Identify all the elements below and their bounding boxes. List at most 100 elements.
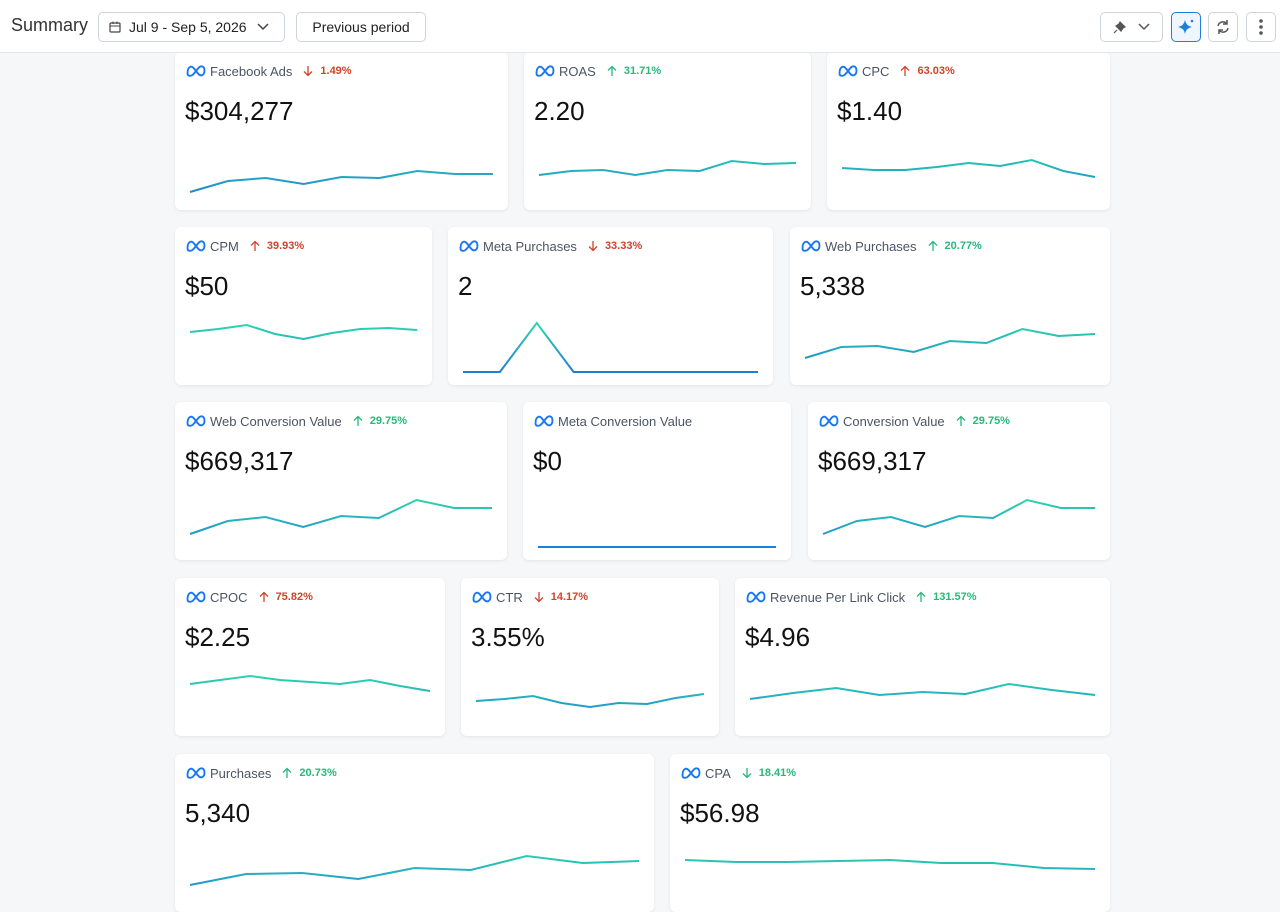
sparkline (804, 327, 1096, 359)
meta-logo (681, 767, 701, 779)
metric-title: Revenue Per Link Click (770, 589, 906, 605)
meta-icon (746, 591, 766, 603)
change-indicator: 75.82% (254, 591, 313, 603)
metric-title: Facebook Ads (210, 63, 293, 79)
sparkline (189, 169, 493, 193)
change-value: 131.57% (933, 591, 977, 603)
metric-title: Meta Purchases (483, 238, 577, 254)
change-indicator: 1.49% (298, 65, 352, 77)
sparkline-line (189, 854, 640, 886)
meta-icon (534, 415, 554, 427)
change-indicator: 20.77% (923, 240, 982, 252)
metric-title: Web Conversion Value (210, 413, 342, 429)
date-range-button[interactable]: Jul 9 - Sep 5, 2026 (98, 12, 285, 42)
meta-logo (186, 415, 206, 427)
change-value: 1.49% (320, 65, 352, 77)
sparkline (684, 858, 1096, 870)
ai-button[interactable] (1171, 12, 1201, 42)
metric-card: CPA 18.41% $56.98 (670, 754, 1110, 912)
arrow-path (250, 240, 260, 251)
metric-value: 5,340 (185, 798, 251, 828)
metric-title: Conversion Value (843, 413, 945, 429)
card-header: Meta Purchases 33.33% (458, 237, 642, 255)
arrow-path (742, 768, 752, 779)
card-header: CPM 39.93% (185, 237, 304, 255)
change-arrow (956, 415, 966, 426)
card-header: Conversion Value 29.75% (818, 412, 1010, 430)
sparkline (189, 674, 431, 692)
metric-value: $669,317 (818, 446, 927, 476)
refresh-button[interactable] (1208, 12, 1238, 42)
sparkline-line (189, 674, 431, 692)
change-arrow (282, 767, 292, 778)
header: Summary Jul 9 - Sep 5, 2026 Previous per… (0, 0, 1280, 53)
metric-value: $304,277 (185, 96, 294, 126)
card-header: Meta Conversion Value (533, 412, 692, 430)
metric-title: Meta Conversion Value (558, 413, 693, 429)
compare-button[interactable]: Previous period (296, 12, 426, 42)
change-value: 63.03% (917, 65, 955, 77)
sparkline-line (841, 158, 1096, 178)
sparkline (538, 159, 797, 177)
change-arrow (534, 592, 544, 603)
metric-value: 3.55% (471, 622, 545, 652)
sparkline (189, 854, 640, 886)
metric-card: CPOC 75.82% $2.25 (175, 578, 445, 736)
metric-value: 2 (458, 271, 473, 301)
sparkline (822, 498, 1095, 535)
sparkline (841, 158, 1096, 178)
sparkline-line (684, 858, 1096, 870)
compare-label: Previous period (312, 19, 410, 35)
metric-value: $2.25 (185, 622, 251, 652)
sparkline-line (822, 498, 1095, 535)
change-arrow (916, 591, 926, 602)
sparkline (749, 682, 1096, 700)
arrow-path (282, 767, 292, 778)
change-indicator: 29.75% (348, 415, 407, 427)
calendar-icon (109, 21, 121, 33)
change-indicator: 20.73% (277, 767, 337, 779)
change-arrow (900, 65, 910, 76)
sparkline-line (538, 159, 797, 177)
arrow-path (928, 240, 937, 251)
metric-title: CPA (705, 765, 731, 781)
metric-title: ROAS (559, 63, 596, 79)
metric-title: CPM (210, 238, 239, 254)
metric-value: 2.20 (534, 96, 585, 126)
more-button[interactable] (1246, 12, 1276, 42)
change-value: 18.41% (758, 767, 797, 779)
metric-card: CPC 63.03% $1.40 (827, 52, 1110, 210)
change-indicator: 31.71% (602, 65, 661, 77)
change-value: 39.93% (266, 240, 305, 252)
change-value: 29.75% (369, 415, 408, 427)
change-value: 31.71% (623, 65, 662, 77)
metric-title: Purchases (210, 765, 272, 781)
card-header: Revenue Per Link Click 131.57% (745, 588, 977, 606)
change-indicator: 18.41% (737, 767, 796, 779)
metric-card: CPM 39.93% $50 (175, 227, 432, 385)
sparkline-line (804, 327, 1096, 359)
meta-logo (746, 591, 766, 603)
metric-value: 5,338 (800, 271, 866, 301)
metric-card: Web Conversion Value 29.75% $669,317 (175, 402, 507, 560)
metric-title: CTR (496, 589, 523, 605)
change-indicator: 39.93% (245, 240, 304, 252)
change-arrow (588, 241, 598, 252)
card-header: Purchases 20.73% (185, 764, 337, 782)
meta-icon (186, 240, 206, 252)
metric-title: CPOC (210, 589, 248, 605)
change-indicator: 14.17% (529, 591, 588, 603)
metric-value: $4.96 (745, 622, 811, 652)
meta-icon (186, 591, 206, 603)
change-value: 14.17% (550, 591, 589, 603)
arrow-path (916, 591, 926, 602)
pin-button[interactable] (1100, 12, 1163, 42)
change-arrow (928, 240, 937, 251)
meta-icon (535, 65, 555, 77)
sparkle-icon (1178, 19, 1194, 34)
page: Summary Jul 9 - Sep 5, 2026 Previous per… (0, 0, 1280, 886)
arrow-path (353, 415, 363, 426)
meta-logo (472, 591, 492, 603)
arrow-path (956, 415, 966, 426)
refresh-icon (1217, 20, 1229, 34)
